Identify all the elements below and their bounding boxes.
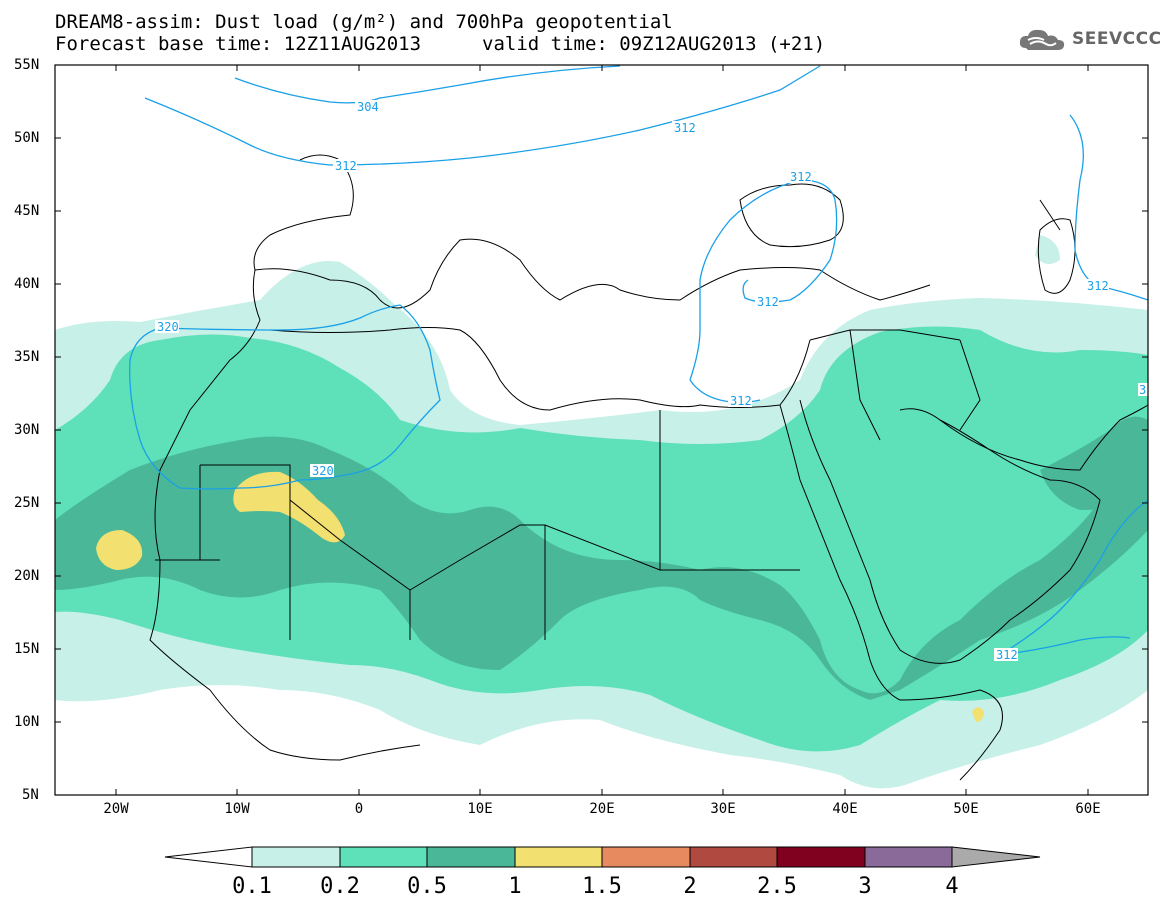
dust-band-0.1-north — [1035, 235, 1060, 264]
contour-312-arabia — [999, 499, 1148, 656]
lat-label: 40N — [14, 276, 40, 292]
red-sea-coast — [779, 404, 1003, 781]
lon-label: 10E — [467, 801, 493, 817]
colorbar-label: 2 — [683, 874, 697, 899]
lat-label: 55N — [14, 57, 40, 73]
contour-label: 312 — [1087, 279, 1109, 293]
colorbar-label: 4 — [945, 874, 959, 899]
persian-gulf-coast — [939, 404, 1148, 471]
contour-label: 320 — [312, 464, 334, 478]
contour-320 — [129, 304, 441, 490]
lat-label: 50N — [14, 130, 40, 146]
seevccc-logo: SEEVCCC — [1018, 26, 1162, 52]
colorbar-cell-above — [951, 846, 1041, 868]
lon-label: 50E — [953, 801, 979, 817]
lon-label: 40E — [832, 801, 858, 817]
colorbar-label: 1 — [508, 874, 522, 899]
lat-label: 20N — [14, 568, 40, 584]
colorbar-cell — [514, 846, 603, 868]
contour-label: 3 — [1139, 383, 1146, 397]
colorbar-label: 0.2 — [320, 874, 360, 899]
contour-label: 312 — [335, 159, 357, 173]
map-title: DREAM8-assim: Dust load (g/m²) and 700hP… — [55, 11, 673, 33]
lon-label: 20E — [589, 801, 615, 817]
colorbar-cell — [251, 846, 341, 868]
logo-text: SEEVCCC — [1072, 29, 1162, 49]
asia-borders — [809, 199, 1061, 441]
lat-label: 15N — [14, 641, 40, 657]
lat-label: 35N — [14, 349, 40, 365]
colorbar — [164, 846, 1041, 868]
contour-label: 304 — [357, 100, 379, 114]
contour-312-south — [999, 636, 1131, 656]
colorbar-cell-below — [164, 846, 253, 868]
colorbar-cell — [864, 846, 953, 868]
caspian-coast — [1037, 218, 1076, 294]
lon-label: 10W — [224, 801, 250, 817]
valid-time: valid time: 09Z12AUG2013 (+21) — [482, 33, 826, 55]
contour-label: 312 — [790, 170, 812, 184]
colorbar-cell — [689, 846, 778, 868]
colorbar-label: 1.5 — [582, 874, 622, 899]
colorbar-label: 0.1 — [232, 874, 272, 899]
lon-label: 60E — [1075, 801, 1101, 817]
europe-coastline — [253, 154, 931, 309]
cloud-logo-icon — [1019, 29, 1065, 50]
med-south-coast — [269, 327, 811, 411]
contour-label: 320 — [157, 320, 179, 334]
colorbar-cell — [339, 846, 428, 868]
lon-label: 0 — [354, 801, 364, 817]
dust-band-0.5 — [55, 436, 1148, 700]
lat-label: 5N — [22, 787, 39, 803]
dust-fields — [55, 235, 1148, 789]
dust-band-1.0-patch-1 — [233, 471, 345, 543]
lon-label: 20W — [103, 801, 129, 817]
dust-band-1.0-patch-3 — [972, 707, 984, 722]
colorbar-cell — [426, 846, 516, 868]
colorbar-label: 0.5 — [407, 874, 447, 899]
forecast-base-time: Forecast base time: 12Z11AUG2013 — [55, 33, 422, 55]
dust-band-0.5-east — [1040, 416, 1148, 510]
coastlines — [149, 154, 1148, 781]
axis-ticks — [55, 64, 1148, 795]
colorbar-label: 2.5 — [757, 874, 797, 899]
contour-312-north — [144, 65, 821, 166]
colorbar-cell — [776, 846, 866, 868]
colorbar-cell — [601, 846, 691, 868]
contour-312-east — [1069, 114, 1148, 301]
contour-label: 312 — [730, 394, 752, 408]
contour-label-boxes: 304 312 312 312 312 312 312 312 320 320 … — [155, 100, 1148, 662]
dust-band-0.2 — [55, 326, 1148, 752]
contour-label: 312 — [674, 121, 696, 135]
lat-label: 45N — [14, 203, 40, 219]
africa-borders — [155, 410, 800, 640]
lon-label: 30E — [710, 801, 736, 817]
lat-label: 10N — [14, 714, 40, 730]
contour-304 — [234, 65, 621, 104]
lat-label: 25N — [14, 495, 40, 511]
colorbar-label: 3 — [858, 874, 872, 899]
north-africa-coastline — [149, 269, 421, 761]
dust-band-1.0-patch-2 — [96, 530, 143, 570]
contour-label: 312 — [996, 648, 1018, 662]
contour-label: 312 — [757, 295, 779, 309]
lat-label: 30N — [14, 422, 40, 438]
